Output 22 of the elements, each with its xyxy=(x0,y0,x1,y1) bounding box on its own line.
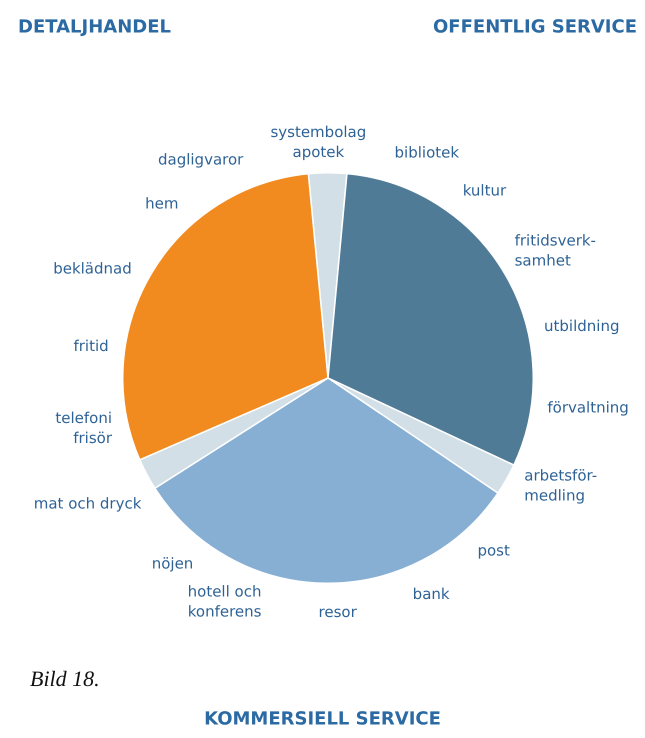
text: nöjen xyxy=(152,554,194,573)
text: hotell och konferens xyxy=(188,582,262,620)
slice-label: KOMMERSIELL SERVICE xyxy=(204,708,441,730)
text: telefoni frisör xyxy=(55,408,113,447)
text: förvaltning xyxy=(547,398,629,417)
text: fritidsverk- samhet xyxy=(514,231,596,270)
text: hem xyxy=(145,194,179,212)
text: mat och dryck xyxy=(34,494,142,512)
text: systembolag apotek xyxy=(270,122,366,161)
text: post xyxy=(477,541,510,560)
text: Bild 18. xyxy=(30,666,100,691)
text: fritid xyxy=(73,337,109,356)
text: resor xyxy=(318,602,358,621)
text: utbildning xyxy=(544,316,620,335)
text: bibliotek xyxy=(394,144,460,162)
text: arbetsför- medling xyxy=(524,466,598,505)
slice-label: DETALJHANDEL xyxy=(18,16,171,38)
text: bank xyxy=(412,585,450,604)
text: beklädnad xyxy=(53,259,132,278)
text: dagligvaror xyxy=(158,150,244,169)
text: kultur xyxy=(462,181,507,200)
slice-label: OFFENTLIG SERVICE xyxy=(433,16,637,38)
